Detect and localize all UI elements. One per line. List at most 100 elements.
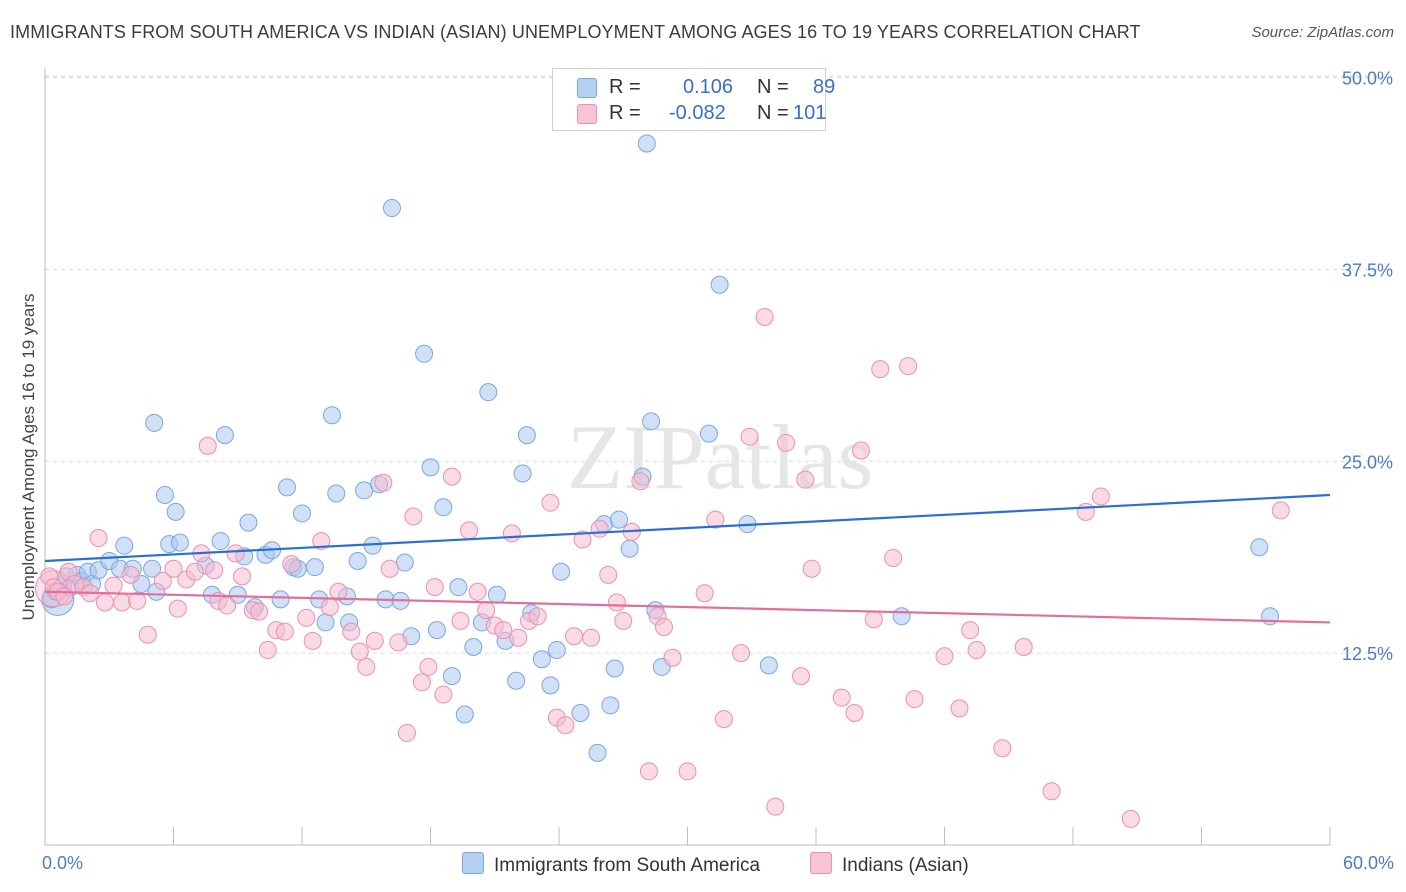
- data-point: [95, 593, 114, 612]
- data-point: [205, 561, 224, 580]
- data-point: [468, 582, 487, 601]
- data-point: [278, 478, 297, 497]
- data-point: [871, 360, 890, 379]
- y-tick-label: 37.5%: [1342, 260, 1393, 280]
- data-point: [710, 275, 729, 294]
- data-point: [1271, 501, 1290, 520]
- grid: [45, 75, 1392, 654]
- data-point: [1042, 782, 1061, 801]
- data-point: [104, 576, 123, 595]
- trend-line-south-america: [44, 493, 1331, 563]
- data-point: [552, 562, 571, 581]
- data-point: [479, 383, 498, 402]
- legend-swatch-blue: [577, 78, 597, 98]
- data-point: [419, 657, 438, 676]
- data-point: [425, 578, 444, 597]
- legend-swatch-pink: [577, 104, 597, 124]
- data-point: [663, 648, 682, 667]
- data-point: [421, 458, 440, 477]
- y-tick-label: 12.5%: [1342, 644, 1393, 664]
- legend-swatch-pink: [810, 852, 832, 874]
- data-point: [678, 762, 697, 781]
- data-point: [89, 529, 108, 547]
- legend-n-value: 101: [793, 102, 827, 124]
- data-point: [599, 565, 618, 584]
- data-point: [547, 641, 566, 660]
- correlation-legend: R = 0.106 N = 89 R = -0.082 N = 101: [552, 68, 835, 131]
- data-point: [113, 593, 132, 612]
- data-point: [517, 426, 536, 445]
- data-point: [950, 699, 969, 718]
- data-point: [1076, 502, 1095, 521]
- data-point: [357, 657, 376, 676]
- data-point: [442, 467, 461, 486]
- data-point: [327, 484, 346, 503]
- data-point: [541, 493, 560, 512]
- data-point: [258, 641, 277, 660]
- chart-title: IMMIGRANTS FROM SOUTH AMERICA VS INDIAN …: [10, 22, 1141, 42]
- legend-label: Immigrants from South America: [494, 855, 761, 876]
- data-point: [451, 611, 470, 630]
- series-south-america: [41, 134, 1280, 762]
- data-point: [639, 762, 658, 781]
- data-point: [1014, 637, 1033, 656]
- data-point: [541, 676, 560, 695]
- data-point: [397, 723, 416, 742]
- data-point: [198, 436, 217, 455]
- data-point: [138, 625, 157, 644]
- y-tick-labels: 12.5% 25.0% 37.5% 50.0%: [1342, 69, 1393, 665]
- data-point: [614, 611, 633, 630]
- legend-indians-asian: Indians (Asian): [810, 852, 969, 877]
- data-point: [582, 628, 601, 647]
- data-point: [892, 607, 911, 626]
- data-point: [380, 559, 399, 578]
- data-point: [434, 498, 453, 517]
- data-point: [845, 703, 864, 722]
- data-point: [363, 536, 382, 555]
- data-point: [1250, 538, 1269, 557]
- data-point: [115, 536, 134, 555]
- data-point: [556, 716, 575, 735]
- data-point: [168, 599, 187, 618]
- data-point: [350, 642, 369, 661]
- series-indians-asian: [35, 307, 1290, 828]
- data-point: [487, 585, 506, 604]
- data-point: [442, 667, 461, 686]
- legend-r-value: 0.106: [683, 76, 734, 98]
- data-point: [166, 502, 185, 521]
- data-point: [427, 621, 446, 640]
- trend-line-indians-asian: [44, 590, 1331, 624]
- data-point: [706, 510, 725, 529]
- data-point: [607, 593, 626, 612]
- data-point: [601, 696, 620, 715]
- data-point: [590, 519, 609, 538]
- data-point: [884, 548, 903, 567]
- data-point: [275, 622, 294, 641]
- legend-n-value: 89: [813, 76, 836, 98]
- data-point: [228, 585, 247, 604]
- data-point: [293, 504, 311, 523]
- data-point: [322, 406, 341, 425]
- data-point: [494, 621, 513, 640]
- x-tick-max: 60.0%: [1343, 853, 1394, 873]
- data-point: [631, 472, 650, 491]
- data-point: [355, 481, 374, 500]
- data-point: [961, 621, 980, 640]
- data-point: [155, 486, 174, 505]
- legend-r-label: R =: [609, 102, 641, 124]
- data-point: [412, 673, 431, 692]
- data-point: [1121, 809, 1140, 828]
- legend-label: Indians (Asian): [842, 855, 969, 876]
- data-point: [218, 596, 237, 615]
- data-point: [121, 565, 140, 584]
- data-point: [477, 601, 496, 620]
- data-point: [571, 703, 590, 722]
- data-point: [588, 743, 607, 762]
- data-point: [348, 552, 367, 571]
- data-point: [851, 441, 870, 460]
- data-point: [389, 633, 408, 652]
- data-point: [993, 739, 1012, 758]
- data-point: [211, 532, 230, 551]
- data-point: [316, 613, 335, 632]
